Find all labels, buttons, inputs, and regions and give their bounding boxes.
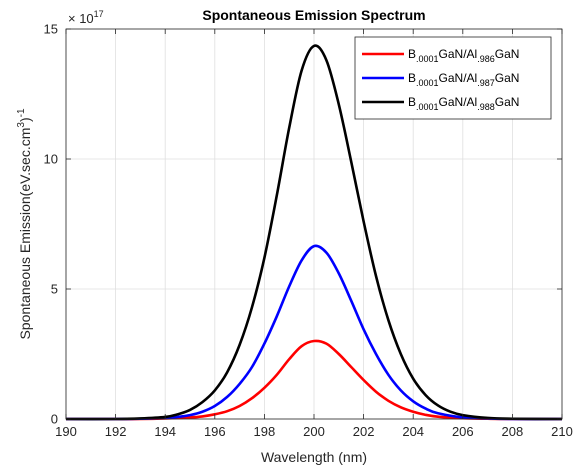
- y-tick-labels: 0 5 10 15: [44, 22, 58, 427]
- x-tick-labels: 190 192 194 196 198 200 202 204 206 208 210: [55, 424, 573, 439]
- x-tick-label: 204: [402, 424, 424, 439]
- x-tick-label: 206: [452, 424, 474, 439]
- y-tick-label: 5: [51, 282, 58, 297]
- axis-ticks: [65, 28, 563, 420]
- legend-entry-text: .986: [477, 54, 495, 64]
- series-line-1: [66, 339, 563, 421]
- legend: B.0001GaN/Al.986GaNB.0001GaN/Al.987GaNB.…: [354, 36, 552, 120]
- series-line-3: [65, 44, 563, 421]
- x-tick-label: 208: [502, 424, 524, 439]
- y-axis-label-main: Spontaneous Emission(eV.sec.cm: [17, 128, 33, 340]
- legend-entry-text: .0001: [416, 54, 439, 64]
- y-exponent-base: × 10: [68, 11, 94, 26]
- legend-entry-text: GaN/Al: [439, 95, 478, 109]
- legend-entry-text: .0001: [416, 78, 439, 88]
- y-tick-label: 0: [51, 412, 58, 427]
- legend-entry-text: .987: [477, 78, 495, 88]
- chart-title: Spontaneous Emission Spectrum: [202, 7, 425, 23]
- legend-entry-text: GaN: [495, 71, 520, 85]
- y-axis-label: Spontaneous Emission(eV.sec.cm3)-1: [16, 108, 33, 340]
- x-tick-label: 202: [353, 424, 375, 439]
- x-tick-label: 196: [204, 424, 226, 439]
- y-axis-label-close: ): [17, 117, 33, 122]
- legend-entry-text: GaN: [495, 95, 520, 109]
- legend-entry-text: B: [408, 71, 416, 85]
- y-exponent-label: × 1017: [68, 9, 104, 26]
- series-layer: [65, 44, 563, 421]
- legend-entry-3: B.0001GaN/Al.988GaN: [408, 95, 519, 112]
- x-tick-label: 200: [303, 424, 325, 439]
- legend-entry-text: .0001: [416, 102, 439, 112]
- x-tick-label: 194: [154, 424, 176, 439]
- legend-entry-1: B.0001GaN/Al.986GaN: [408, 47, 519, 64]
- legend-entry-text: B: [408, 47, 416, 61]
- series-line-2: [65, 244, 563, 421]
- legend-entry-text: GaN/Al: [439, 71, 478, 85]
- legend-entry-text: .988: [477, 102, 495, 112]
- y-axis-label-supm1: -1: [16, 108, 27, 117]
- y-tick-label: 15: [44, 22, 58, 37]
- x-tick-label: 192: [105, 424, 127, 439]
- y-tick-label: 10: [44, 152, 58, 167]
- y-axis-label-sup3: 3: [16, 122, 27, 128]
- legend-entry-text: GaN/Al: [439, 47, 478, 61]
- x-tick-label: 210: [551, 424, 573, 439]
- x-tick-label: 198: [254, 424, 276, 439]
- legend-entry-2: B.0001GaN/Al.987GaN: [408, 71, 519, 88]
- y-exponent-power: 17: [94, 9, 104, 19]
- x-tick-label: 190: [55, 424, 77, 439]
- x-axis-label: Wavelength (nm): [261, 449, 367, 465]
- legend-entry-text: B: [408, 95, 416, 109]
- legend-entry-text: GaN: [495, 47, 520, 61]
